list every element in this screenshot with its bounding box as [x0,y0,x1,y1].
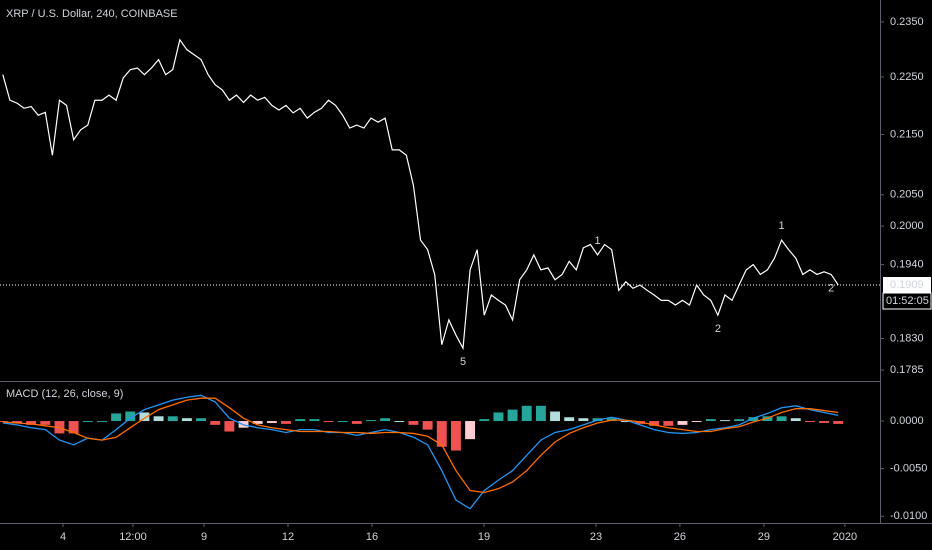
histogram-bar [748,417,759,422]
histogram-bar [550,411,560,422]
histogram-bar [366,420,376,422]
histogram-bar [450,421,461,451]
histogram-bar [578,418,589,422]
histogram-bar [68,421,79,434]
wave-label: 1 [779,220,785,232]
histogram-bar [521,405,532,422]
y-tick-label: 0.0000 [890,415,924,427]
histogram-bar [82,421,93,423]
histogram-bar [210,421,221,425]
signal-line [2,397,839,494]
chart-title: XRP / U.S. Dollar, 240, COINBASE [6,8,178,20]
histogram-bar [394,421,405,423]
y-tick-label: 0.1940 [890,259,924,271]
histogram-bar [833,421,844,424]
countdown-tag [882,292,932,310]
histogram-bar [422,421,433,430]
x-tick-label: 23 [590,531,602,543]
wave-label: 1 [594,235,600,247]
histogram-bar [196,418,207,422]
histogram-bar [535,405,546,422]
histogram-bar [408,421,419,425]
histogram-bar [734,419,745,422]
histogram-bar [139,412,150,422]
x-tick-label: 12 [282,531,294,543]
y-tick-label: 0.2250 [890,71,924,83]
y-tick-label: 0.2350 [890,16,924,28]
histogram-bar [309,419,320,422]
histogram-bar [436,421,447,447]
y-tick-label: 0.1830 [890,332,924,344]
x-tick-label: 2020 [833,531,857,543]
wave-label: 5 [460,356,466,368]
histogram-bar [323,421,334,423]
countdown-label: 01:52:05 [886,295,929,307]
histogram-bar [705,419,716,422]
histogram-bar [351,421,362,424]
price-line [2,38,839,351]
last-price-label: 0.1909 [890,279,924,291]
histogram-bar [96,421,107,423]
x-tick-label: 19 [478,531,490,543]
histogram-bar [224,421,235,432]
histogram-bar [720,420,730,422]
x-tick-label: 12:00 [119,531,147,543]
y-tick-label: -0.0050 [890,463,927,475]
histogram-bar [380,418,391,422]
histogram-bar [337,421,348,423]
histogram-bar [281,421,291,424]
histogram-bar [790,418,801,422]
histogram-bar [465,421,476,440]
histogram-bar [111,413,122,422]
histogram-bar [804,421,815,423]
histogram-bar [776,416,787,422]
histogram-bar [26,421,37,425]
x-tick-label: 26 [674,531,686,543]
histogram-bar [677,421,688,425]
histogram-bar [663,421,674,426]
histogram-bar [819,421,830,423]
indicator-title: MACD (12, 26, close, 9) [6,388,123,400]
x-tick-label: 4 [60,531,66,543]
y-tick-label: 0.1785 [890,364,924,376]
x-tick-label: 9 [201,531,207,543]
wave-label: 2 [715,323,721,335]
last-price-tag [883,277,931,294]
y-tick-label: 0.2150 [890,128,924,140]
wave-label: 2 [828,282,834,294]
histogram-bar [40,421,51,425]
histogram-bar [507,409,518,422]
histogram-bar [479,419,490,422]
x-tick-label: 16 [366,531,378,543]
histogram-bar [295,419,306,422]
histogram-bar [493,412,504,422]
histogram-bar [266,421,277,423]
histogram-bar [153,416,164,422]
histogram-bar [125,411,136,422]
histogram-bar [564,417,575,422]
y-tick-label: 0.2000 [890,220,924,232]
histogram-bar [649,421,660,426]
histogram-bar [12,421,22,423]
y-tick-label: 0.2050 [890,189,924,201]
y-tick-label: -0.0100 [890,510,927,522]
histogram-bar [181,418,192,422]
histogram-bar [691,421,702,423]
histogram-bar [167,416,178,422]
histogram-bar [620,421,631,423]
x-tick-label: 29 [758,531,770,543]
histogram-bar [252,421,263,424]
